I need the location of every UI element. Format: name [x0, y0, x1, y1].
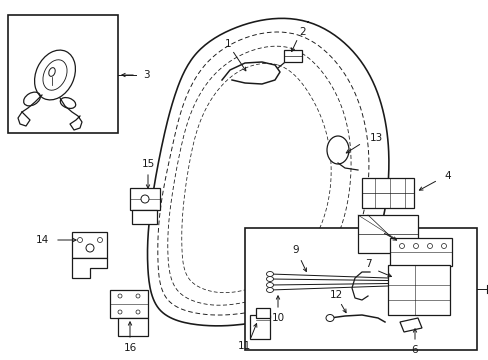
- Text: 16: 16: [123, 343, 136, 353]
- Bar: [389, 238, 451, 266]
- Ellipse shape: [97, 238, 102, 243]
- Ellipse shape: [141, 195, 149, 203]
- Polygon shape: [399, 318, 421, 332]
- Ellipse shape: [136, 294, 140, 298]
- Ellipse shape: [326, 136, 348, 164]
- Ellipse shape: [118, 310, 122, 314]
- Polygon shape: [72, 258, 107, 278]
- Text: 2: 2: [299, 27, 305, 37]
- Bar: [249, 315, 269, 339]
- Text: 14: 14: [35, 235, 48, 245]
- Ellipse shape: [325, 315, 333, 321]
- Text: 13: 13: [369, 133, 383, 143]
- Ellipse shape: [266, 271, 273, 276]
- Text: 3: 3: [142, 70, 149, 80]
- Ellipse shape: [77, 238, 82, 243]
- Bar: [8, 15, 118, 133]
- Text: 9: 9: [292, 245, 299, 255]
- Ellipse shape: [266, 283, 273, 288]
- Text: 7: 7: [364, 259, 370, 269]
- Bar: [72, 232, 107, 258]
- Text: 15: 15: [141, 159, 154, 169]
- Text: 11: 11: [237, 341, 250, 351]
- Bar: [361, 178, 413, 208]
- Bar: [130, 188, 160, 210]
- Ellipse shape: [413, 243, 418, 248]
- Ellipse shape: [399, 243, 404, 248]
- Bar: [387, 265, 449, 315]
- Text: 1: 1: [224, 39, 231, 49]
- Text: 10: 10: [271, 313, 284, 323]
- Text: 4: 4: [443, 171, 450, 181]
- Text: 6: 6: [411, 345, 417, 355]
- Text: 8: 8: [370, 221, 377, 231]
- Bar: [244, 228, 476, 350]
- Bar: [357, 215, 417, 253]
- Ellipse shape: [136, 310, 140, 314]
- Bar: [110, 290, 148, 318]
- Ellipse shape: [427, 243, 431, 248]
- Bar: [256, 308, 269, 318]
- Ellipse shape: [118, 294, 122, 298]
- Text: 12: 12: [329, 290, 342, 300]
- Ellipse shape: [441, 243, 446, 248]
- Ellipse shape: [86, 244, 94, 252]
- Bar: [118, 318, 148, 336]
- Ellipse shape: [266, 288, 273, 292]
- Bar: [284, 50, 302, 62]
- Bar: [132, 210, 157, 224]
- Ellipse shape: [266, 276, 273, 282]
